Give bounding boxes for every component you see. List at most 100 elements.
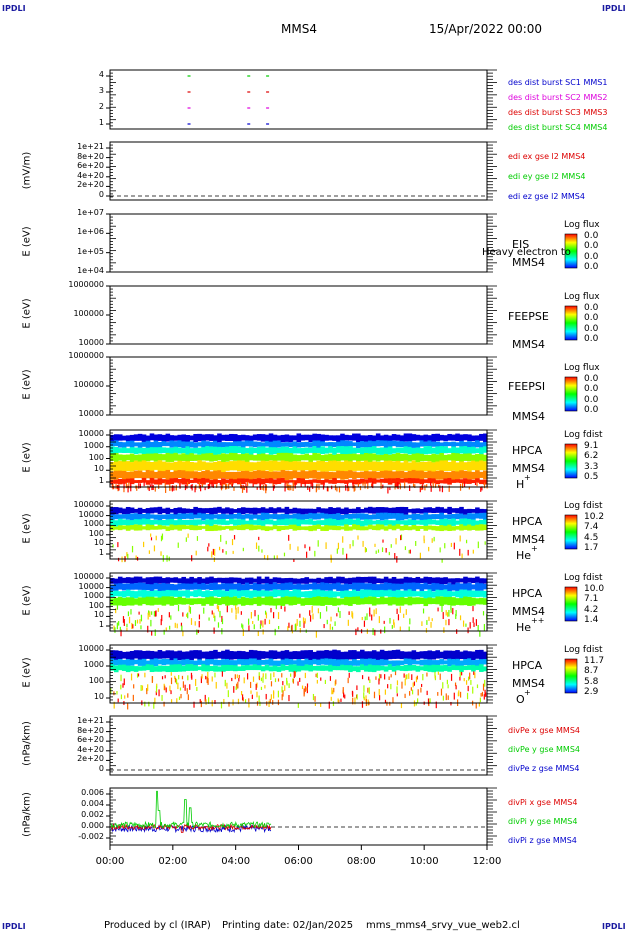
spectrogram-cell <box>292 524 298 531</box>
spectrogram-cell <box>379 578 385 584</box>
spectrogram-speck <box>126 484 128 488</box>
spectrogram-cell <box>197 472 202 480</box>
spectrogram-speck <box>117 542 119 548</box>
spectrogram-cell <box>217 480 222 483</box>
spectrogram-speck <box>155 691 157 696</box>
spectrogram-cell <box>117 434 123 441</box>
spectrogram-cell <box>308 583 313 590</box>
spectrogram-cell <box>387 589 393 597</box>
spectrogram-cell <box>324 518 329 527</box>
spectrogram-speck <box>421 683 423 687</box>
spectrogram-cell <box>399 578 405 584</box>
spectrogram-speck <box>375 676 377 680</box>
spectrogram-cell <box>145 664 151 671</box>
spectrogram-cell <box>248 507 254 514</box>
spectrogram-cell <box>185 461 190 472</box>
spectrogram-cell <box>169 435 175 442</box>
spectrogram-cell <box>375 665 381 671</box>
spectrogram-cell <box>256 434 262 441</box>
spectrogram-cell <box>316 453 321 461</box>
spectrogram-cell <box>161 508 167 514</box>
spectrogram-cell <box>276 447 282 455</box>
spectrogram <box>110 433 488 494</box>
spectrogram-cell <box>328 514 333 521</box>
spectrogram-cell <box>312 520 317 526</box>
spectrogram-cell <box>240 478 246 485</box>
spectrogram-cell <box>411 664 417 671</box>
spectrogram-speck <box>231 608 233 613</box>
spectrogram-cell <box>387 507 393 515</box>
spectrogram-cell <box>244 597 250 605</box>
spectrogram-cell <box>284 582 290 591</box>
spectrogram-cell <box>217 577 222 583</box>
spectrogram-cell <box>443 589 448 598</box>
spectrogram-cell <box>316 447 321 454</box>
spectrogram-cell <box>113 461 119 472</box>
spectrogram-cell <box>455 442 460 447</box>
spectrogram-speck <box>211 551 213 558</box>
spectrogram-cell <box>479 519 484 526</box>
spectrogram-speck <box>292 485 294 491</box>
spectrogram-speck <box>421 621 423 627</box>
corner-mark-tr: IPDLI <box>602 4 626 13</box>
spectrogram-speck <box>272 690 275 695</box>
spectrogram-cell <box>177 434 183 443</box>
spectrogram-speck <box>250 611 252 619</box>
spectrogram-cell <box>395 447 401 453</box>
spectrogram-cell <box>443 460 448 472</box>
species-label: He <box>516 621 532 634</box>
spectrogram-cell <box>197 598 202 605</box>
spectrogram-cell <box>304 514 310 520</box>
spectrogram-speck <box>270 681 273 687</box>
spectrogram-cell <box>483 441 488 448</box>
spectrogram-cell <box>181 665 186 672</box>
y-tick-label: 4e+20 <box>77 170 104 180</box>
spectrogram-cell <box>344 651 349 661</box>
spectrogram-speck <box>329 623 331 630</box>
spectrogram-cell <box>328 590 333 599</box>
spectrogram-cell <box>411 448 417 455</box>
spectrogram-cell <box>455 582 460 592</box>
spacecraft-label: MMS4 <box>512 256 545 269</box>
spectrogram-cell <box>149 433 155 441</box>
spectrogram-cell <box>121 651 127 659</box>
spectrogram-cell <box>288 596 294 606</box>
spectrogram-cell <box>161 434 167 442</box>
spectrogram-cell <box>209 507 214 515</box>
spectrogram-speck <box>391 624 393 629</box>
spectrogram-cell <box>455 658 460 667</box>
spectrogram-speck <box>186 688 188 695</box>
spectrogram-speck <box>345 484 347 491</box>
spectrogram-cell <box>133 659 139 665</box>
spectrogram-cell <box>129 434 135 442</box>
spectrogram-speck <box>336 613 338 617</box>
spectrogram-cell <box>407 582 413 592</box>
spectrogram-speck <box>389 617 391 624</box>
spectrogram-cell <box>352 524 357 530</box>
spectrogram-cell <box>209 596 214 606</box>
colorbar-tick: 7.4 <box>584 522 599 533</box>
spectrogram-speck <box>301 685 304 690</box>
spectrogram-cell <box>145 508 151 514</box>
spectrogram-cell <box>427 435 433 443</box>
spectrogram-speck <box>132 694 134 702</box>
spectrogram-cell <box>379 435 385 442</box>
spectrogram-speck <box>372 628 374 635</box>
spectrogram-cell <box>121 525 127 530</box>
spectrogram-cell <box>193 506 198 515</box>
spectrogram-cell <box>356 454 361 462</box>
spectrogram-cell <box>256 470 262 480</box>
spectrogram-speck <box>116 622 118 630</box>
spectrogram-cell <box>141 582 147 591</box>
spectrogram-speck <box>265 612 268 619</box>
spectrogram-speck <box>226 483 228 490</box>
spectrogram-cell <box>463 518 468 527</box>
spectrogram-cell <box>149 664 155 673</box>
spectrogram-speck <box>442 612 444 620</box>
spectrogram-cell <box>260 442 266 447</box>
spectrogram-cell <box>415 513 421 520</box>
spectrogram-cell <box>312 658 317 665</box>
spectrogram-cell <box>141 472 147 479</box>
spectrogram-speck <box>404 481 406 489</box>
spectrogram-speck <box>237 698 240 705</box>
